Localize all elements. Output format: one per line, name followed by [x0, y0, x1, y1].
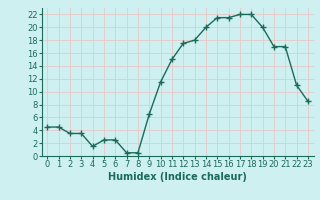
X-axis label: Humidex (Indice chaleur): Humidex (Indice chaleur)	[108, 172, 247, 182]
